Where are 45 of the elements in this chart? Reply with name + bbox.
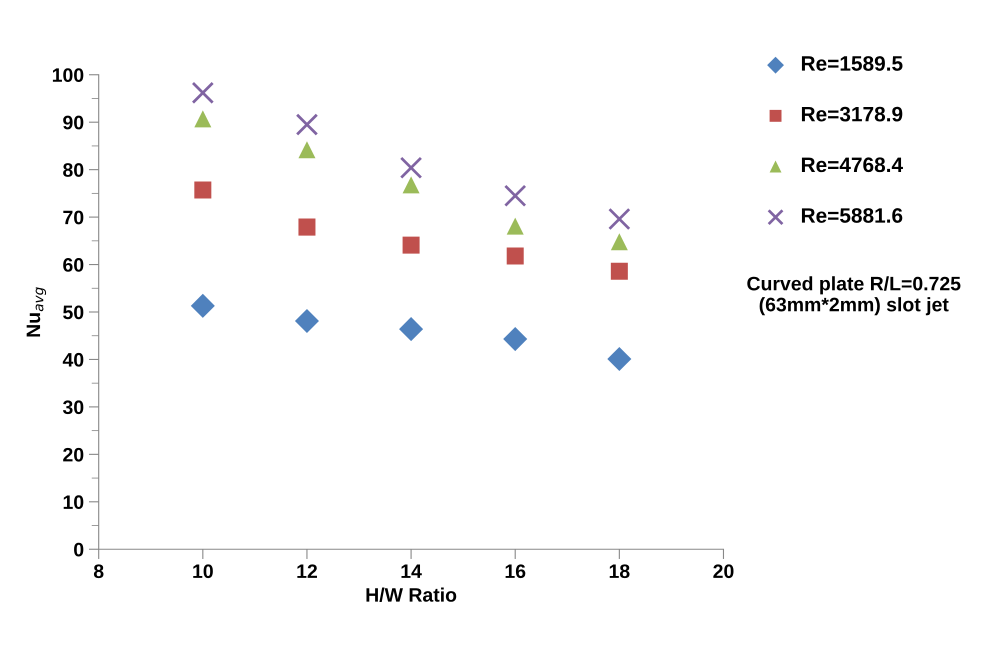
- point: [506, 248, 524, 265]
- x-tick-label: 16: [506, 564, 526, 578]
- point: [296, 113, 318, 136]
- point: [504, 184, 526, 207]
- point: [610, 262, 628, 280]
- point: [607, 346, 632, 372]
- legend-label: Re=5881.6: [802, 208, 902, 223]
- point: [503, 327, 528, 352]
- x-tick-label: 10: [193, 564, 213, 578]
- y-tick-label: 10: [64, 495, 84, 510]
- point: [192, 82, 214, 104]
- legend-label: Re=1589.5: [802, 56, 902, 71]
- y-tick-label: 50: [63, 305, 84, 320]
- y-axis-title: Nu$_{avg}$: [26, 287, 46, 337]
- y-tick-label: 0: [74, 542, 84, 556]
- y-tick-label: 30: [62, 400, 84, 414]
- x-tick-label: 20: [713, 564, 734, 578]
- x-axis-title: H/W Ratio: [366, 588, 456, 602]
- x-tick-label: 12: [297, 564, 317, 578]
- point: [610, 233, 628, 250]
- point: [194, 182, 212, 199]
- point: [402, 176, 420, 194]
- y-tick-label: 40: [62, 352, 84, 367]
- y-tick-label: 60: [63, 258, 84, 272]
- point: [298, 141, 316, 158]
- point: [608, 208, 631, 230]
- point: [402, 236, 420, 254]
- y-tick-label: 70: [63, 210, 84, 224]
- point: [400, 156, 422, 179]
- legend-label: Re=3178.9: [802, 106, 902, 122]
- point: [298, 218, 316, 236]
- y-tick-label: 80: [63, 163, 84, 177]
- point: [399, 317, 424, 342]
- y-tick-label: 100: [52, 68, 84, 82]
- x-tick-label: 14: [401, 564, 422, 578]
- point: [194, 110, 212, 128]
- y-tick-label: 90: [63, 116, 84, 130]
- text: Curved plate R/L=0.725 (63mm*2mm) slot jet: [747, 276, 960, 316]
- point: [294, 308, 319, 334]
- point: [506, 218, 524, 235]
- legend-label: Re=4768.4: [802, 157, 903, 172]
- point: [190, 294, 215, 318]
- y-tick-label: 20: [63, 448, 84, 462]
- x-tick-label: 8: [94, 564, 104, 578]
- x-tick-label: 18: [610, 564, 630, 578]
